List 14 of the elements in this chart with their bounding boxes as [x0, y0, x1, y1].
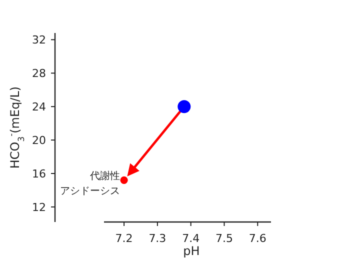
annotation: 代謝性: [89, 170, 120, 182]
y-tick-label: 28: [32, 67, 46, 80]
y-tick-label: 12: [32, 200, 46, 214]
x-tick-label: 7.5: [215, 232, 233, 245]
x-tick-label: 7.2: [115, 232, 133, 245]
y-tick-label: 20: [32, 134, 46, 148]
y-tick-label: 32: [32, 34, 46, 47]
x-axis-title: pH: [183, 244, 200, 258]
y-tick-label: 24: [32, 100, 46, 114]
y-tick-label: 16: [32, 167, 46, 180]
x-tick-label: 7.4: [182, 232, 200, 245]
x-tick-label: 7.3: [148, 232, 166, 245]
x-tick-label: 7.6: [248, 232, 266, 245]
annotation: アシドーシス: [60, 186, 120, 198]
